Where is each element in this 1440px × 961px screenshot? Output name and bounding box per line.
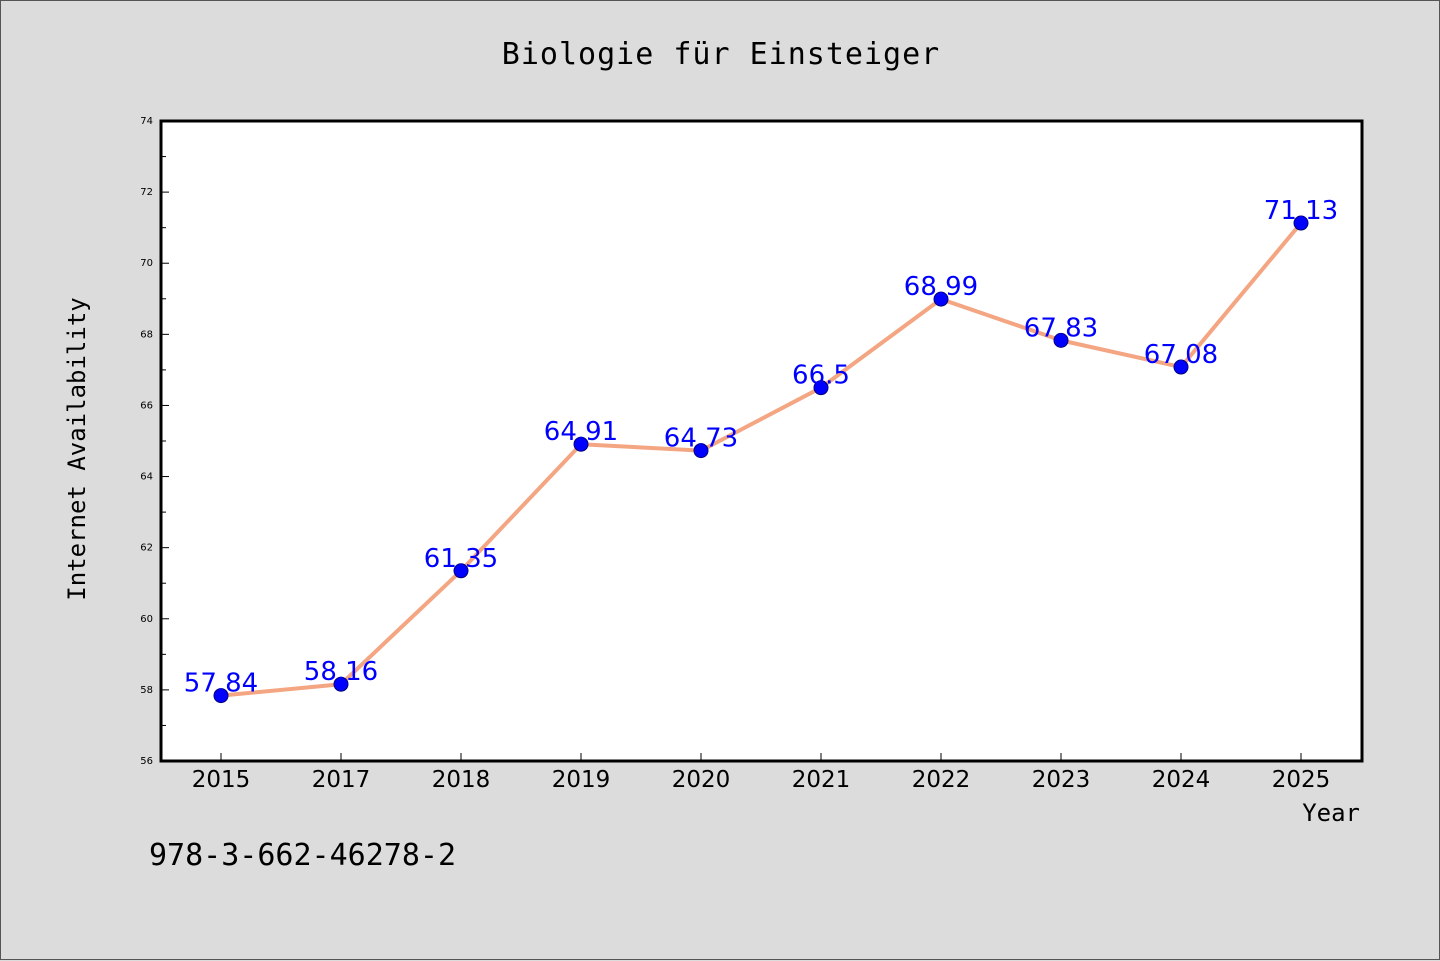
x-axis: 2015 2017 2018 2019 2020 2021 2022 2023 2024 2025 (192, 753, 1331, 793)
data-label: 66.5 (792, 361, 850, 391)
x-tick-label: 2020 (672, 767, 731, 793)
data-point (573, 436, 589, 452)
data-point (933, 291, 949, 307)
data-label: 64.73 (664, 424, 738, 454)
data-label: 67.08 (1144, 340, 1218, 370)
data-label: 61.35 (424, 544, 498, 574)
series-line (219, 221, 1303, 698)
series-line-group (219, 221, 1303, 698)
y-tick-label: 68 (140, 329, 153, 340)
isbn-text: 978-3-662-46278-2 (149, 838, 456, 873)
y-tick-label: 62 (140, 543, 153, 554)
data-point (693, 443, 709, 459)
y-tick-label: 72 (140, 187, 153, 198)
y-axis-label: Internet Availability (63, 297, 91, 600)
x-tick-label: 2023 (1032, 767, 1091, 793)
y-tick-label: 60 (140, 614, 153, 625)
data-point (813, 380, 829, 396)
y-axis: 56 58 60 62 64 66 68 70 72 74 (140, 116, 169, 767)
data-labels: 57.84 58.16 61.35 64.91 64.73 66.5 68.99 67.83 6… (184, 196, 1338, 699)
y-tick-label: 66 (140, 400, 153, 411)
x-tick-label: 2019 (552, 767, 611, 793)
x-tick-label: 2025 (1272, 767, 1331, 793)
data-label: 64.91 (544, 417, 618, 447)
y-tick-label: 74 (140, 116, 153, 127)
data-point (1293, 215, 1309, 231)
y-tick-label: 64 (140, 472, 153, 483)
x-tick-label: 2022 (912, 767, 971, 793)
y-tick-label: 70 (140, 258, 153, 269)
data-label: 58.16 (304, 657, 378, 687)
y-tick-label: 56 (140, 756, 153, 767)
data-point (453, 563, 469, 579)
x-tick-label: 2017 (312, 767, 371, 793)
x-tick-label: 2015 (192, 767, 251, 793)
data-label: 68.99 (904, 272, 978, 302)
data-point (1053, 332, 1069, 348)
chart-title: Biologie für Einsteiger (502, 37, 940, 72)
data-point (1173, 359, 1189, 375)
x-tick-label: 2024 (1152, 767, 1211, 793)
x-tick-label: 2018 (432, 767, 491, 793)
data-point (333, 676, 349, 692)
data-points (213, 215, 1309, 704)
y-tick-label: 58 (140, 685, 153, 696)
data-point (213, 688, 229, 704)
x-axis-label: Year (1302, 799, 1360, 827)
data-label: 57.84 (184, 669, 258, 699)
plot-area (159, 119, 1364, 763)
data-label: 67.83 (1024, 313, 1098, 343)
data-label: 71.13 (1264, 196, 1338, 226)
x-tick-label: 2021 (792, 767, 851, 793)
